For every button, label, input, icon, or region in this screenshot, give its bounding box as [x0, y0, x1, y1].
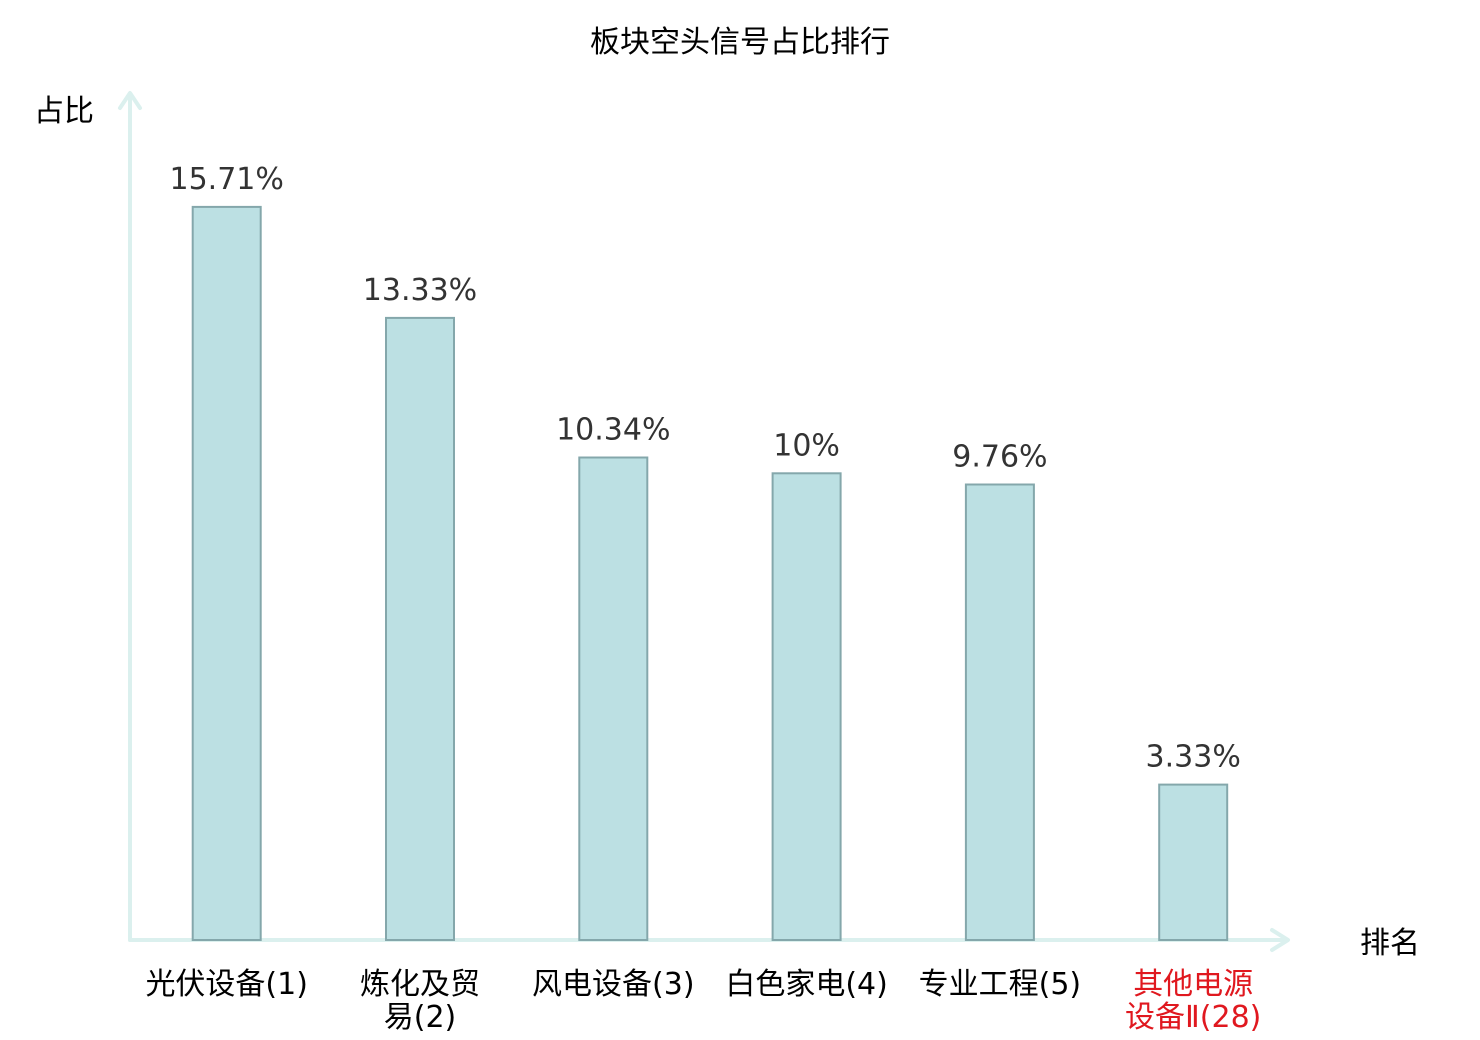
category-label-3: 风电设备(3) [532, 967, 695, 1002]
x-axis-label: 排名 [1360, 926, 1420, 961]
value-labels: 15.71% 13.33% 10.34% 10% 9.76% 3.33% [170, 162, 1241, 775]
value-label-1: 15.71% [170, 162, 284, 197]
x-axis-arrow [1270, 928, 1290, 952]
bar-3 [578, 456, 649, 941]
value-label-4: 10% [773, 428, 840, 463]
category-label-1-line-1: 光伏设备(1) [145, 967, 308, 1002]
bar-4 [771, 472, 842, 941]
category-label-4-line-1: 白色家电(4) [725, 967, 888, 1002]
category-label-2-line-2: 易(2) [384, 1000, 457, 1035]
category-label-1: 光伏设备(1) [145, 967, 308, 1002]
value-label-6: 3.33% [1146, 740, 1241, 775]
bar-5 [964, 483, 1035, 941]
y-axis-arrow [118, 91, 142, 110]
category-labels: 光伏设备(1) 炼化及贸易(2) 风电设备(3) 白色家电(4) 专业工程(5) 其他电源… [145, 967, 1261, 1035]
category-label-5: 专业工程(5) [919, 967, 1082, 1002]
category-label-6-line-2: 设备Ⅱ(28) [1125, 1000, 1261, 1035]
axes [118, 91, 1290, 952]
value-label-5: 9.76% [952, 440, 1047, 475]
category-label-6-line-1: 其他电源 [1133, 967, 1253, 1002]
value-label-3: 10.34% [556, 413, 670, 448]
bar-1 [191, 205, 262, 941]
y-axis-label: 占比 [34, 94, 94, 129]
value-label-2: 13.33% [363, 273, 477, 308]
category-label-6: 其他电源设备Ⅱ(28) [1125, 967, 1261, 1035]
category-label-4: 白色家电(4) [725, 967, 888, 1002]
bar-6 [1158, 783, 1229, 941]
category-label-3-line-1: 风电设备(3) [532, 967, 695, 1002]
category-label-5-line-1: 专业工程(5) [919, 967, 1082, 1002]
bar-2 [385, 316, 455, 941]
bars [191, 205, 1229, 941]
category-label-2-line-1: 炼化及贸 [360, 967, 480, 1002]
chart-title: 板块空头信号占比排行 [590, 25, 890, 60]
category-label-2: 炼化及贸易(2) [360, 967, 480, 1035]
